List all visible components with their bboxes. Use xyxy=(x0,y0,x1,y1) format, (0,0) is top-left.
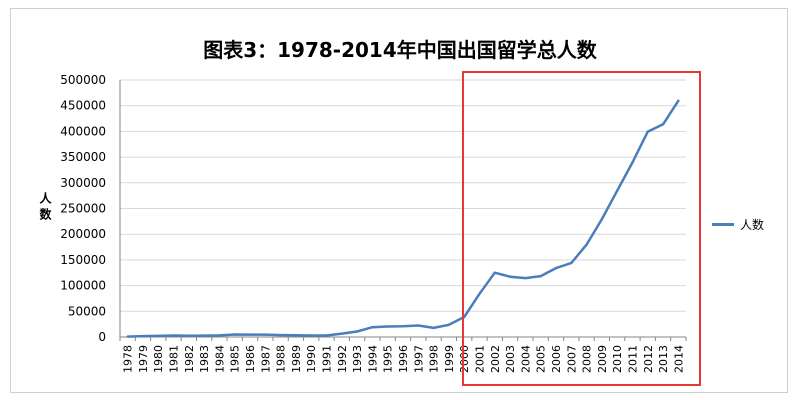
data-point xyxy=(264,333,267,336)
data-point xyxy=(493,271,496,274)
x-tick-label: 2001 xyxy=(473,345,486,373)
legend-swatch xyxy=(712,223,734,226)
data-point xyxy=(600,217,604,221)
x-tick-label: 1990 xyxy=(305,345,318,373)
x-tick-label: 1978 xyxy=(122,345,135,373)
x-tick-label: 1992 xyxy=(336,345,349,373)
legend: 人数 xyxy=(712,216,764,233)
data-point xyxy=(355,330,359,333)
data-point xyxy=(187,334,191,338)
data-point xyxy=(631,161,634,164)
data-point xyxy=(447,323,451,326)
x-tick-label: 1985 xyxy=(229,345,242,373)
data-point xyxy=(554,266,558,270)
y-tick-label: 250000 xyxy=(60,202,106,216)
data-point xyxy=(417,324,420,327)
x-tick-label: 2007 xyxy=(565,345,578,373)
data-point xyxy=(661,123,665,126)
data-point xyxy=(294,334,298,337)
x-tick-label: 1982 xyxy=(183,345,196,373)
x-tick-label: 2009 xyxy=(596,345,609,373)
data-point xyxy=(371,325,374,329)
y-tick-label: 450000 xyxy=(60,99,106,113)
data-point xyxy=(325,334,328,337)
chart-title: 图表3：1978-2014年中国出国留学总人数 xyxy=(203,38,597,62)
x-tick-label: 1986 xyxy=(244,345,257,373)
x-tick-label: 1988 xyxy=(275,345,288,373)
x-tick-label: 1979 xyxy=(137,345,150,373)
data-point xyxy=(279,333,282,337)
x-tick-label: 1991 xyxy=(321,345,334,373)
data-point xyxy=(218,334,221,337)
x-tick-label: 2008 xyxy=(581,345,594,373)
data-point xyxy=(248,333,252,336)
x-tick-label: 1984 xyxy=(213,345,226,373)
data-point xyxy=(508,275,512,278)
x-tick-label: 2005 xyxy=(535,345,548,373)
data-point xyxy=(432,326,435,330)
y-tick-label: 0 xyxy=(98,330,106,344)
y-tick-label: 200000 xyxy=(60,227,106,241)
data-point xyxy=(310,334,313,337)
legend-label: 人数 xyxy=(740,218,765,232)
data-point xyxy=(646,130,649,133)
data-point xyxy=(126,335,129,338)
data-point xyxy=(141,334,145,338)
y-tick-label: 100000 xyxy=(60,279,106,293)
x-tick-label: 1989 xyxy=(290,345,303,373)
highlight-box xyxy=(462,71,701,386)
data-point xyxy=(386,325,389,328)
x-tick-label: 2006 xyxy=(550,345,563,373)
x-tick-label: 2014 xyxy=(672,345,685,373)
x-tick-label: 1999 xyxy=(443,345,456,373)
x-tick-label: 1998 xyxy=(428,345,441,373)
data-point xyxy=(677,99,680,102)
x-tick-label: 2002 xyxy=(489,345,502,373)
data-point xyxy=(401,325,405,328)
data-point xyxy=(524,276,527,280)
x-tick-label: 1987 xyxy=(259,345,272,373)
data-point xyxy=(172,334,175,337)
x-tick-label: 1996 xyxy=(397,345,410,373)
y-axis-label: 人数 xyxy=(38,192,52,224)
data-point xyxy=(539,274,542,278)
y-tick-label: 300000 xyxy=(60,176,106,190)
y-tick-label: 150000 xyxy=(60,253,106,267)
y-tick-label: 500000 xyxy=(60,73,106,87)
y-tick-label: 50000 xyxy=(68,304,106,318)
data-point xyxy=(157,334,160,338)
data-point xyxy=(478,292,481,296)
x-tick-label: 1995 xyxy=(382,345,395,373)
y-tick-label: 400000 xyxy=(60,124,106,138)
x-tick-label: 1997 xyxy=(412,345,425,373)
x-tick-label: 1983 xyxy=(198,345,211,373)
x-tick-label: 1993 xyxy=(351,345,364,373)
data-point xyxy=(233,333,236,336)
x-tick-label: 2000 xyxy=(458,345,471,373)
x-tick-label: 2004 xyxy=(519,345,532,373)
x-tick-label: 2013 xyxy=(657,345,670,373)
x-tick-label: 2003 xyxy=(504,345,517,373)
x-tick-label: 1980 xyxy=(152,345,165,373)
x-tick-label: 2011 xyxy=(626,345,639,373)
data-point xyxy=(202,334,206,337)
data-point xyxy=(585,243,588,246)
x-tick-label: 1994 xyxy=(366,345,379,373)
data-point xyxy=(615,189,619,192)
x-tick-label: 1981 xyxy=(168,345,181,373)
x-tick-label: 2010 xyxy=(611,345,624,373)
data-point xyxy=(570,261,573,265)
y-tick-label: 350000 xyxy=(60,150,106,164)
x-tick-label: 2012 xyxy=(642,345,655,373)
data-point xyxy=(340,332,344,335)
